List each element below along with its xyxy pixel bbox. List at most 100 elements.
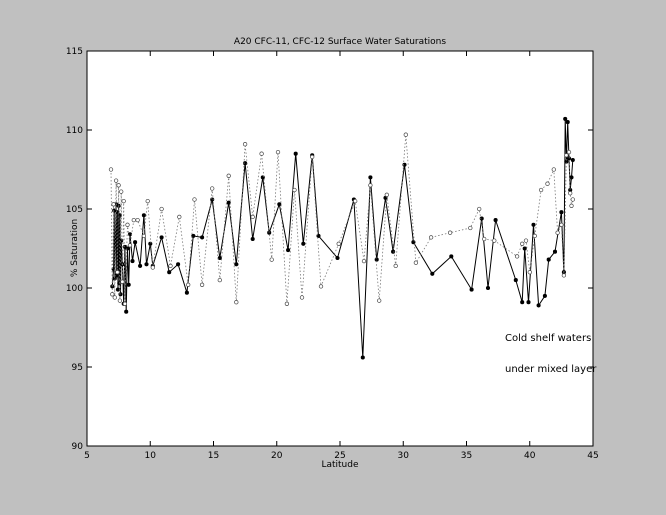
x-tick-label: 45: [587, 451, 598, 461]
series-1-point: [411, 240, 416, 245]
series-1-point: [566, 156, 572, 161]
series-1-point: [141, 213, 146, 218]
series-2-point: [168, 263, 173, 269]
series-1-point: [118, 292, 123, 297]
series-1-point: [546, 257, 551, 262]
series-1-point: [286, 248, 291, 253]
series-2-point: [120, 279, 125, 284]
series-2-point: [192, 197, 197, 202]
series-2-point: [559, 222, 564, 227]
series-2-point: [226, 173, 231, 178]
series-1-point: [559, 210, 564, 215]
series-2-point: [570, 197, 575, 202]
series-2-point: [368, 183, 373, 188]
series-2-point: [561, 273, 567, 278]
series-2-point: [259, 151, 264, 156]
series-2-point: [125, 222, 130, 227]
series-2-point: [310, 154, 315, 160]
axis-ticks: 5 10 15 20 25 30 35 40 45 90 95 100 105 110 115: [66, 47, 599, 461]
series-layer: [108, 116, 575, 360]
series-1-point: [569, 175, 574, 180]
series-1-point: [301, 241, 306, 246]
series-1-point: [130, 259, 135, 264]
series-2-point: [145, 198, 150, 204]
series-2-point: [141, 233, 147, 239]
x-tick-label: 30: [398, 451, 410, 461]
series-2-point: [121, 198, 126, 204]
x-tick-label: 35: [461, 451, 472, 461]
series-1-point: [402, 162, 407, 167]
series-2-point: [250, 214, 255, 220]
series-2-point: [117, 298, 123, 303]
series-1-point: [226, 200, 231, 205]
y-tick-label: 100: [66, 284, 83, 294]
series-1-point: [565, 120, 570, 125]
series-1-point: [200, 235, 205, 240]
series-2-point: [127, 243, 133, 248]
series-1-point: [234, 262, 239, 267]
x-tick-label: 5: [84, 451, 90, 461]
series-2-point: [150, 265, 155, 270]
y-tick-label: 115: [66, 47, 83, 57]
series-1-point: [531, 222, 536, 227]
series-2-point: [566, 149, 572, 155]
series-1-point: [119, 238, 124, 243]
series-2-point: [532, 233, 537, 239]
series-2-point: [482, 236, 487, 242]
annotation-cold-shelf: Cold shelf waters: [505, 333, 591, 344]
series-2-point: [269, 257, 274, 262]
series-2-point: [428, 235, 434, 240]
series-2-point: [564, 153, 569, 158]
series-1-point: [148, 241, 153, 246]
series-1-point: [176, 262, 181, 267]
series-1-point: [184, 290, 189, 295]
series-1-point: [277, 202, 282, 207]
y-tick-label: 105: [66, 205, 83, 215]
series-2-point: [468, 225, 473, 231]
series-1-point: [293, 151, 298, 156]
series-2-point: [234, 300, 239, 305]
series-1-point: [520, 300, 525, 305]
series-1-point: [335, 255, 340, 261]
series-1-point: [138, 263, 143, 268]
series-2-point: [113, 178, 119, 183]
series-1-point: [449, 254, 454, 259]
series-2-point: [186, 282, 191, 287]
series-2-point: [217, 277, 222, 283]
series-2-point: [336, 241, 341, 246]
series-1-point: [167, 270, 172, 275]
series-2-point: [413, 260, 419, 265]
series-2-point: [299, 295, 305, 300]
series-1-point: [536, 303, 541, 308]
series-1-point: [479, 216, 484, 221]
series-1-point: [191, 233, 196, 238]
series-2-point: [110, 292, 115, 297]
series-2-point: [275, 149, 281, 155]
series-1-point: [542, 293, 547, 298]
series-2-point: [361, 258, 367, 264]
series-2-point: [115, 270, 120, 275]
x-axis-label: Latitude: [321, 460, 359, 470]
series-2-point: [242, 142, 248, 147]
series-2-point: [135, 217, 140, 223]
series-2-point: [284, 301, 290, 306]
x-tick-label: 10: [145, 451, 157, 461]
series-1-point: [526, 300, 531, 305]
series-2-point: [545, 181, 550, 186]
series-2-point: [403, 132, 408, 137]
series-2-point: [527, 270, 532, 275]
series-1-point: [570, 157, 575, 163]
x-tick-label: 40: [524, 451, 536, 461]
y-axis-label: % Saturation: [70, 219, 80, 277]
series-1-point: [360, 355, 365, 360]
series-2-point: [377, 298, 382, 303]
series-1-point: [267, 230, 272, 235]
series-2-point: [210, 186, 215, 191]
series-2-point: [551, 167, 556, 172]
y-tick-label: 90: [72, 442, 84, 452]
series-2-point: [159, 206, 164, 212]
series-1-point: [552, 249, 558, 254]
series-1-point: [115, 287, 121, 292]
series-2-point: [199, 282, 205, 287]
